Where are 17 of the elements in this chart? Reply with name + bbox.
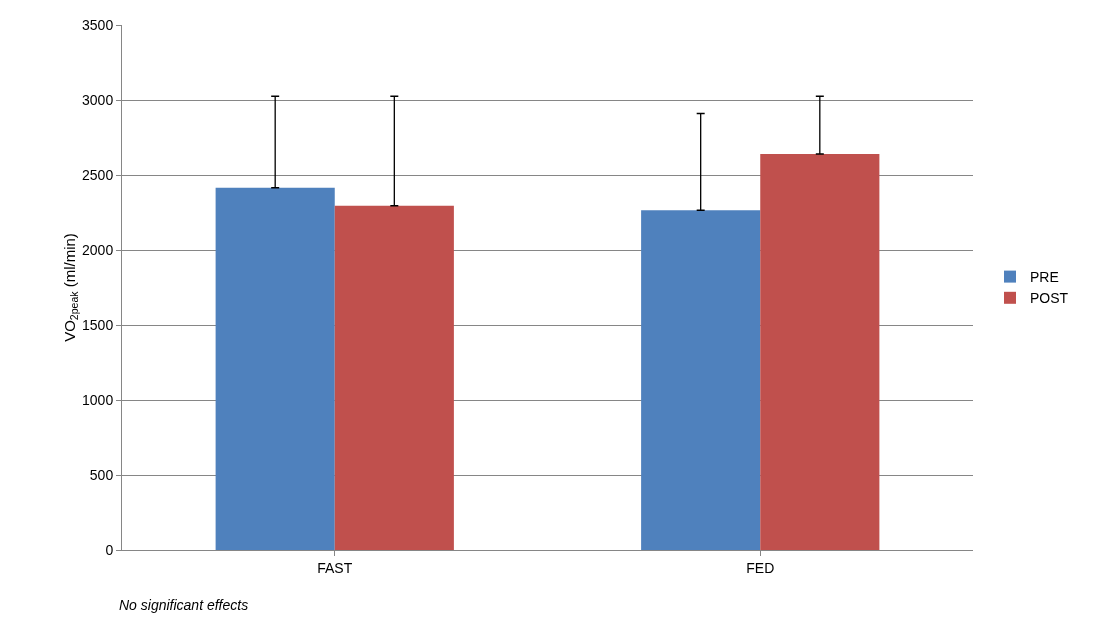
y-tick-label: 1000: [82, 391, 114, 408]
y-tick-label: 3000: [82, 91, 114, 108]
bar: [760, 154, 880, 550]
y-tick-label: 0: [105, 541, 114, 558]
legend-label: POST: [1030, 290, 1069, 307]
y-tick-label: 1500: [82, 316, 114, 333]
y-tick-label: 3500: [82, 16, 114, 33]
y-tick-label: 2000: [82, 241, 114, 258]
y-tick-label: 2500: [82, 166, 114, 183]
x-tick-label: FAST: [317, 559, 353, 576]
y-tick-label: 500: [89, 466, 114, 483]
text: No significant effects: [119, 597, 249, 613]
x-tick-label: FED: [746, 559, 775, 576]
bar: [334, 205, 454, 550]
legend-label: PRE: [1030, 269, 1059, 286]
bar: [641, 210, 761, 550]
bar: [215, 187, 335, 550]
